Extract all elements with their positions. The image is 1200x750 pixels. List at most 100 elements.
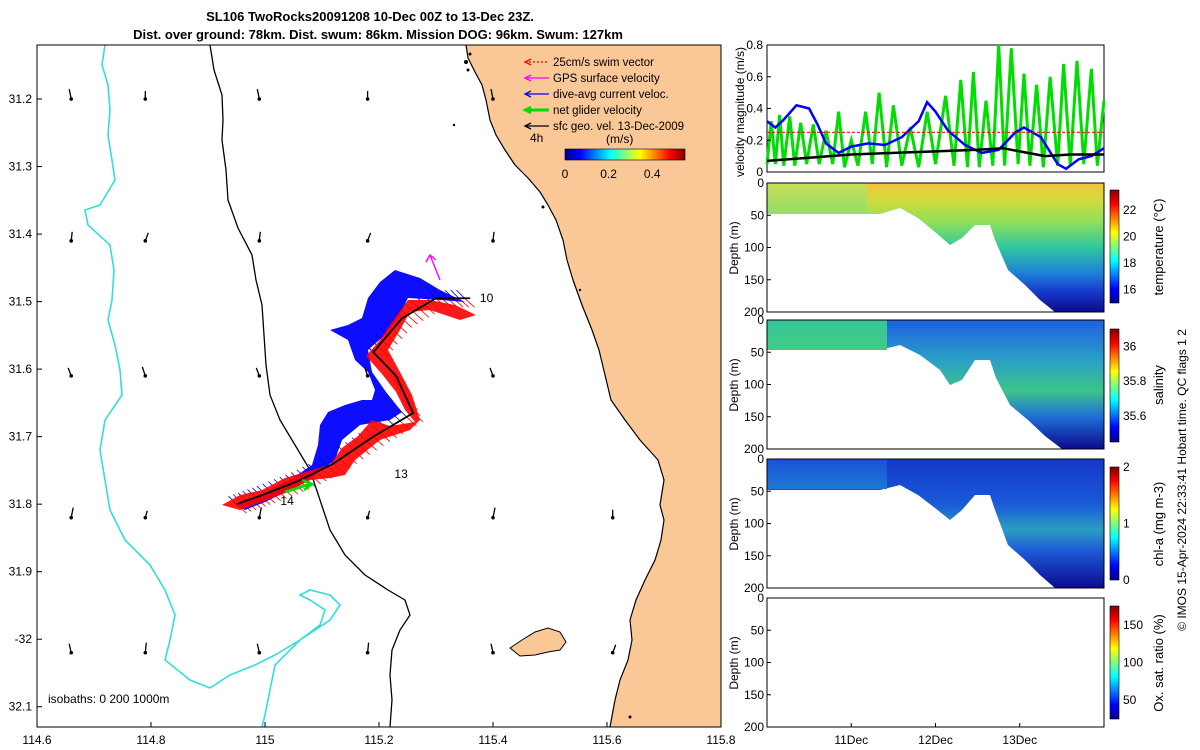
temperature-ylabel: Depth (m) [727, 221, 741, 274]
scale-note: 4h [530, 131, 543, 145]
geo-vector-head [491, 239, 495, 243]
track-labels: 10 13 14 [280, 291, 493, 508]
velocity-ylabel: velocity magnitude (m/s) [733, 47, 747, 177]
oxygen-ylabel: Depth (m) [727, 636, 741, 689]
velocity-y-tick-label: 0.6 [746, 70, 763, 84]
geo-vector-head [143, 97, 148, 101]
date-tick-label: 12Dec [918, 733, 953, 747]
islets [452, 52, 632, 719]
temperature-colorbar-label: temperature (°C) [1151, 199, 1166, 296]
colorbar-tick-label: 22 [1123, 203, 1137, 217]
side-caption: © IMOS 15-Apr-2024 22:33:41 Hobart time.… [1175, 329, 1189, 631]
map-x-tick-label: 115.2 [364, 733, 393, 747]
oxygen-colorbar-ticks: 150 100 50 [1123, 618, 1143, 707]
geo-vector-head [69, 650, 73, 655]
colorbar-tick-label: 100 [1123, 656, 1143, 670]
colorbar-tick-label: 16 [1123, 283, 1137, 297]
depth-tick-label: 0 [757, 176, 764, 190]
colorbar-tick-label: 20 [1123, 230, 1137, 244]
temperature-colorbar [1109, 189, 1120, 304]
map-x-tick-label: 115.8 [706, 733, 735, 747]
map-y-tick-label: 31.7 [9, 430, 33, 444]
depth-tick-label: 150 [744, 688, 764, 702]
colorbar-tick-label: 36 [1123, 339, 1137, 353]
map-legend: 25cm/s swim vector GPS surface velocity di… [522, 57, 684, 133]
net-glider-velocity-arrow [284, 478, 315, 494]
geo-vector-head [610, 650, 615, 655]
depth-tick-label: 0 [757, 591, 764, 605]
depth-tick-label: 150 [744, 410, 764, 424]
geo-vector-head [365, 650, 370, 655]
land-region [466, 45, 721, 727]
chlorophyll-colorbar-label: chl-a (mg m-3) [1151, 482, 1166, 567]
map-x-tick-label: 115.4 [478, 733, 507, 747]
isobath-1000m [84, 44, 342, 728]
salinity-ylabel: Depth (m) [727, 358, 741, 411]
velocity-series-line [766, 146, 1104, 163]
isobaths-label: isobaths: 0 200 1000m [48, 692, 169, 706]
legend-arrowhead [523, 90, 532, 98]
map-x-tick-label: 115 [255, 733, 274, 747]
geo-vector-head [257, 650, 262, 655]
geo-vector-head [257, 239, 262, 243]
depth-tick-label: 150 [744, 273, 764, 287]
depth-tick-label: 200 [744, 305, 764, 319]
map-y-tick-label: 31.2 [9, 92, 33, 106]
geostrophic-velocity-vectors [67, 88, 617, 655]
salinity-panel: 0 50 100 150 200 Depth (m) 36 35.8 35.6 salini… [727, 313, 1166, 456]
figure-title-line2: Dist. over ground: 78km. Dist. swum: 86k… [133, 27, 623, 42]
chlorophyll-field [767, 459, 1104, 588]
colorbar-tick-label: 2 [1123, 460, 1130, 474]
figure-title-line1: SL106 TwoRocks20091208 10-Dec 00Z to 13-… [206, 9, 534, 24]
track-current-envelope [237, 270, 465, 510]
gps-surface-velocity-arrow [425, 253, 441, 281]
geo-vector-head [610, 515, 615, 520]
geo-vector-head [491, 97, 495, 101]
map-y-tick-label: 31.6 [9, 362, 33, 376]
depth-tick-label: 100 [744, 656, 764, 670]
salinity-colorbar [1109, 328, 1120, 443]
swim-vector [464, 297, 475, 308]
oxygen-panel: 0 50 100 150 200 11Dec 12Dec 13Dec Depth (m) 1… [727, 591, 1166, 747]
colorbar-tick-label: 0 [1123, 573, 1130, 587]
oxygen-x-ticks: 11Dec 12Dec 13Dec [834, 723, 1037, 747]
geo-vector-head [69, 97, 73, 101]
current-vector [456, 289, 465, 299]
map-y-tick-label: 31.8 [9, 497, 33, 511]
velocity-panel: 0 0.2 0.4 0.6 0.8 velocity magnitude (m/s) [733, 38, 1106, 179]
swim-vector [458, 297, 470, 308]
colorbar-tick-label: 50 [1123, 693, 1137, 707]
date-tick-label: 13Dec [1002, 733, 1037, 747]
geo-vector-head [69, 374, 73, 378]
map-colorbar-label: (m/s) [606, 132, 633, 146]
velocity-y-ticks: 0 0.2 0.4 0.6 0.8 [746, 38, 771, 179]
map-colorbar-tick-label: 0.4 [644, 167, 661, 181]
temperature-surface-layer [767, 183, 867, 213]
map-x-tick-label: 114.6 [22, 733, 51, 747]
geo-vector-head [491, 650, 495, 655]
swim-vector [407, 314, 418, 325]
depth-tick-label: 50 [751, 208, 765, 222]
colorbar-tick-label: 1 [1123, 517, 1130, 531]
oxygen-colorbar [1109, 605, 1120, 720]
chlorophyll-y-ticks: 0 50 100 150 200 [744, 452, 771, 595]
date-tick-label: 11Dec [834, 733, 868, 747]
chlorophyll-panel: 0 50 100 150 200 Depth (m) 2 1 0 chl-a (mg m-3… [727, 452, 1166, 595]
map-colorbar [564, 148, 686, 161]
oxygen-y-ticks: 0 50 100 150 200 [744, 591, 771, 734]
chlorophyll-colorbar [1109, 466, 1120, 581]
geo-vector-head [365, 97, 370, 101]
map-x-tick-label: 114.8 [136, 733, 165, 747]
map-y-tick-label: 31.5 [9, 295, 33, 309]
map-x-tick-label: 115.6 [592, 733, 621, 747]
salinity-field [767, 320, 1104, 449]
track-label: 13 [394, 467, 408, 481]
track-swim-envelope [222, 300, 476, 510]
depth-tick-label: 100 [744, 378, 764, 392]
geo-vector-head [69, 239, 73, 243]
depth-tick-label: 50 [751, 484, 765, 498]
velocity-y-tick-label: 0.2 [746, 133, 763, 147]
map-y-tick-label: 31.4 [9, 227, 33, 241]
legend-arrowhead [523, 74, 532, 82]
colorbar-tick-label: 150 [1123, 618, 1143, 632]
